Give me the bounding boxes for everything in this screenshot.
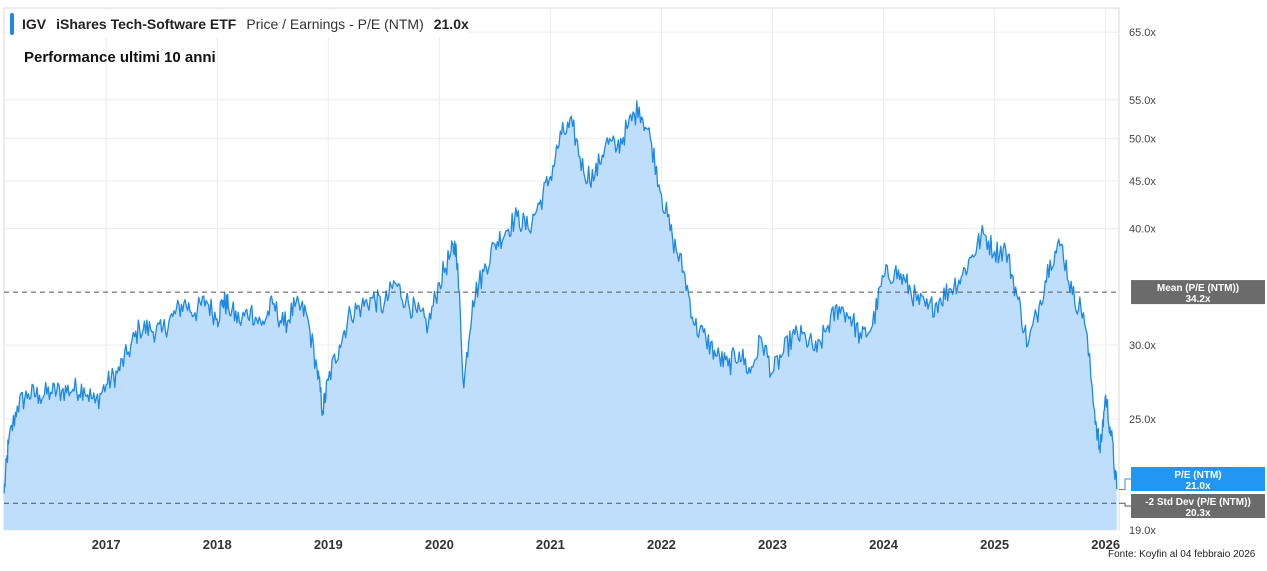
current-label-box-label: P/E (NTM) [1174, 470, 1221, 481]
mean-label-box: Mean (P/E (NTM))34.2x [1131, 280, 1265, 305]
x-tick-label: 2017 [92, 537, 121, 552]
source-note: Fonte: Koyfin al 04 febbraio 2026 [1108, 549, 1256, 560]
x-tick-label: 2022 [647, 537, 676, 552]
y-tick-label: 65.0x [1129, 27, 1156, 39]
x-tick-label: 2025 [980, 537, 1009, 552]
legend-color-marker [10, 13, 14, 35]
std-label-box-bg [1131, 494, 1265, 518]
current-label-box-value: 21.0x [1185, 481, 1210, 492]
x-tick-label: 2018 [203, 537, 232, 552]
current-connector [1119, 478, 1131, 490]
legend-fund-name: iShares Tech-Software ETF [56, 16, 237, 32]
y-tick-label: 25.0x [1129, 414, 1156, 426]
label-layer: Mean (P/E (NTM))34.2xP/E (NTM)21.0x-2 St… [1119, 280, 1265, 519]
area-layer [3, 100, 1118, 531]
x-tick-label: 2021 [536, 537, 565, 552]
chart-subtitle: Performance ultimi 10 anni [24, 49, 216, 66]
x-tick-label: 2020 [425, 537, 454, 552]
std-label-box: -2 Std Dev (P/E (NTM))20.3x [1131, 494, 1265, 519]
std-connector [1119, 502, 1131, 507]
reference-layer [4, 291, 1119, 504]
y-tick-label: 55.0x [1129, 95, 1156, 107]
mean-label-box-label: Mean (P/E (NTM)) [1157, 283, 1239, 294]
series-line [3, 100, 1118, 494]
mean-label-box-value: 34.2x [1185, 294, 1210, 305]
mean-label-box-bg [1131, 280, 1265, 305]
x-tick-label: 2023 [758, 537, 787, 552]
legend-value: 21.0x [433, 16, 469, 32]
y-tick-label: 50.0x [1129, 133, 1156, 145]
std-label-box-label: -2 Std Dev (P/E (NTM)) [1145, 497, 1251, 508]
y-tick-label: 45.0x [1129, 176, 1156, 188]
y-tick-label: 19.0x [1129, 525, 1156, 537]
legend: IGV iShares Tech-Software ETF Price / Ea… [10, 10, 469, 38]
x-tick-label: 2026 [1091, 537, 1120, 552]
legend-ticker: IGV [22, 16, 47, 32]
axis-layer: 19.0x 25.0x 30.0x 40.0x 45.0x 50.0x 55.0x 65.0x… [92, 27, 1157, 552]
x-tick-label: 2019 [314, 537, 343, 552]
current-label-box: P/E (NTM)21.0x [1131, 467, 1265, 492]
legend-metric: Price / Earnings - P/E (NTM) [246, 16, 424, 32]
y-tick-label: 30.0x [1129, 340, 1156, 352]
current-label-box-bg [1131, 467, 1265, 491]
x-tick-label: 2024 [869, 537, 899, 552]
std-label-box-value: 20.3x [1185, 508, 1210, 519]
series-area-fill [4, 100, 1117, 531]
y-tick-label: 40.0x [1129, 224, 1156, 236]
